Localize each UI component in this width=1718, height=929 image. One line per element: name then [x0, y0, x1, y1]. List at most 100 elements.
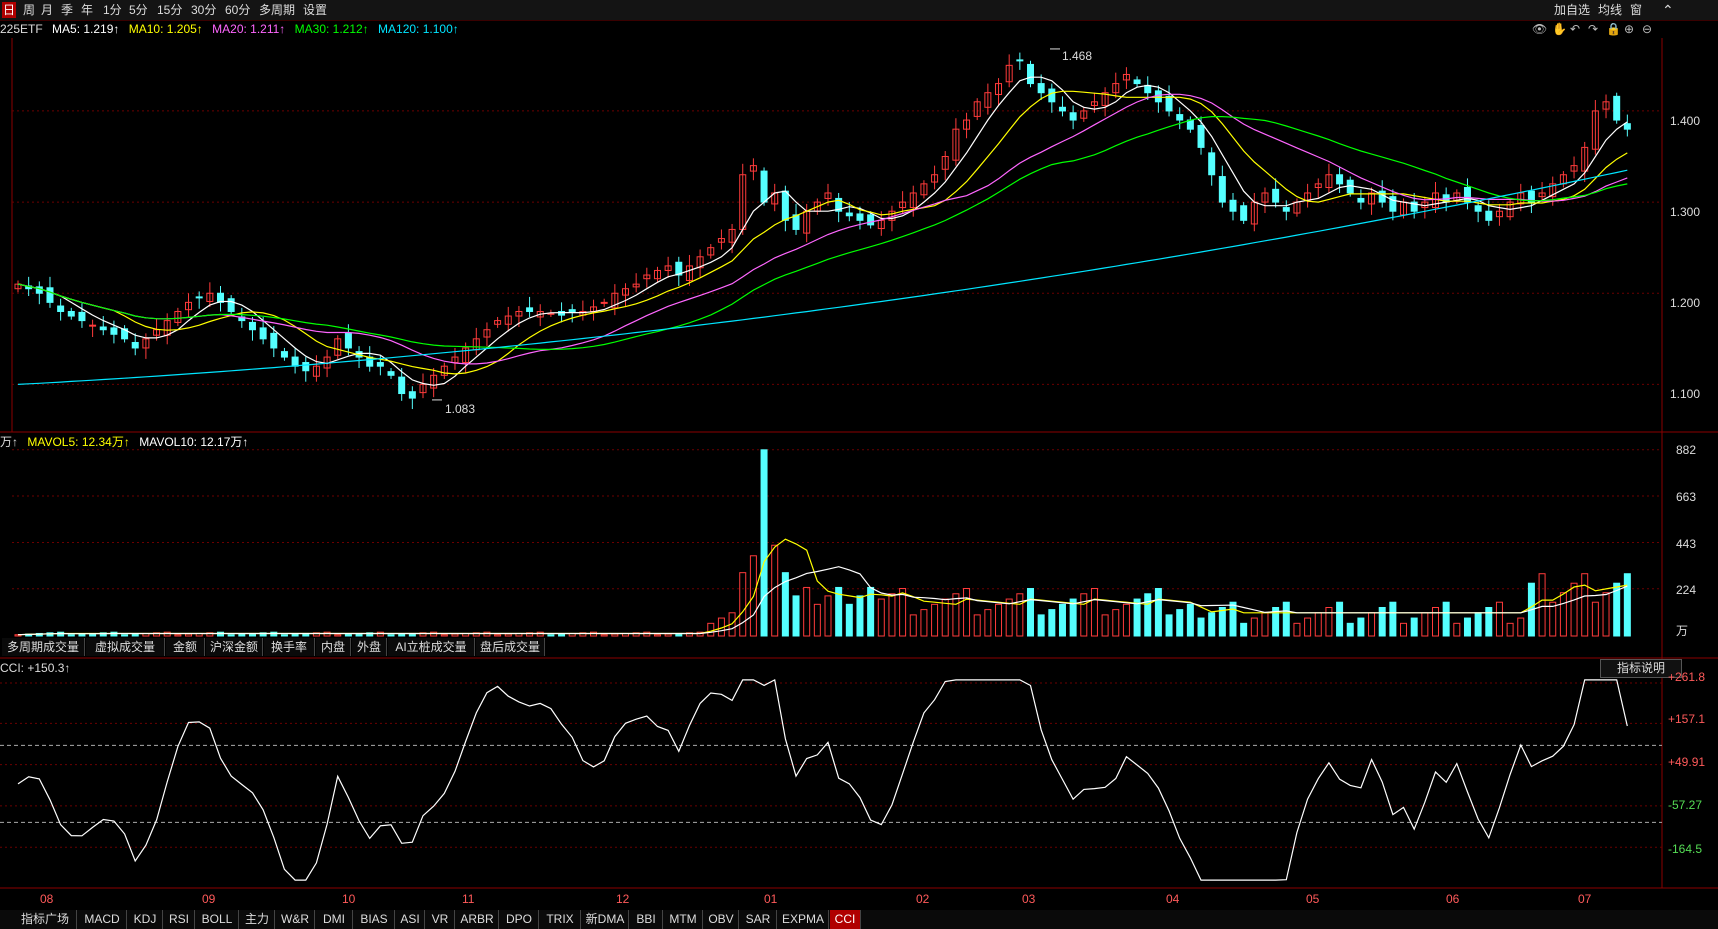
period-30min[interactable]: 30分	[191, 3, 217, 17]
candle-body	[291, 356, 299, 367]
candle-body	[1048, 88, 1056, 103]
volume-tick: 443	[1676, 537, 1697, 551]
period-15min[interactable]: 15分	[157, 3, 183, 17]
indicator-tab-0[interactable]: 指标广场	[14, 910, 77, 929]
ma30-value: MA30: 1.212↑	[294, 22, 369, 36]
month-label: 11	[462, 892, 475, 906]
candle-body	[600, 301, 608, 304]
volume-bar	[643, 631, 651, 637]
indicator-explain-button[interactable]: 指标说明	[1600, 659, 1682, 678]
volume-bar	[1016, 593, 1024, 637]
volume-bar	[185, 633, 193, 637]
indicator-tab-20[interactable]: CCI	[830, 910, 861, 929]
candle-body	[89, 324, 97, 327]
ma10-line	[17, 90, 1628, 375]
zoom-in-icon[interactable]: ⊕	[1624, 22, 1635, 36]
tab-turnover[interactable]: 换手率	[264, 638, 315, 656]
indicator-tab-16[interactable]: MTM	[664, 910, 703, 929]
indicator-tab-4[interactable]: BOLL	[196, 910, 239, 929]
indicator-tab-17[interactable]: OBV	[704, 910, 739, 929]
scroll-up-icon[interactable]: ⌃	[1662, 2, 1674, 18]
volume-bar	[1272, 607, 1280, 637]
volume-bar	[1378, 607, 1386, 637]
hand-icon[interactable]: ✋	[1552, 22, 1567, 36]
tab-after-hours-volume[interactable]: 盘后成交量	[476, 638, 545, 656]
volume-bar	[376, 631, 384, 637]
volume-bar	[845, 603, 853, 637]
zoom-out-icon[interactable]: ⊖	[1642, 22, 1653, 36]
tab-multi-period-volume[interactable]: 多周期成交量	[2, 638, 85, 656]
candle-body	[899, 201, 907, 209]
volume-bar	[1080, 593, 1088, 637]
ma5-value: MA5: 1.219↑	[52, 22, 120, 36]
indicator-tab-15[interactable]: BBI	[630, 910, 663, 929]
volume-bar	[270, 631, 278, 637]
volume-bar	[280, 634, 288, 637]
candle-body	[995, 83, 1003, 96]
indicator-tab-9[interactable]: ASI	[396, 910, 425, 929]
volume-bar	[1453, 622, 1461, 637]
candle-body	[408, 391, 416, 399]
settings-button[interactable]: 设置	[303, 3, 328, 17]
indicator-tab-11[interactable]: ARBR	[456, 910, 499, 929]
tab-amount[interactable]: 金额	[166, 638, 205, 656]
indicator-tab-5[interactable]: 主力	[240, 910, 275, 929]
candle-body	[259, 327, 267, 340]
indicator-tab-6[interactable]: W&R	[276, 910, 315, 929]
volume-bar	[1613, 582, 1621, 637]
period-60min[interactable]: 60分	[225, 3, 251, 17]
period-season[interactable]: 季	[61, 3, 74, 17]
volume-bar	[600, 634, 608, 637]
period-month[interactable]: 月	[41, 3, 54, 17]
volume-bar	[494, 634, 502, 637]
eye-icon[interactable]: 👁	[1532, 22, 1548, 36]
candle-body	[494, 320, 502, 325]
month-label: 05	[1306, 892, 1320, 906]
period-5min[interactable]: 5分	[129, 3, 148, 17]
month-label: 01	[764, 892, 778, 906]
candle-body	[1261, 192, 1269, 203]
tab-sh-sz-amount[interactable]: 沪深金额	[206, 638, 263, 656]
period-1min[interactable]: 1分	[103, 3, 122, 17]
volume-bar	[1517, 617, 1525, 637]
period-week[interactable]: 周	[23, 3, 36, 17]
candle-body	[1122, 73, 1130, 81]
indicator-tab-19[interactable]: EXPMA	[778, 910, 829, 929]
indicator-tab-13[interactable]: TRIX	[540, 910, 581, 929]
volume-bar	[1495, 601, 1503, 637]
indicator-tab-7[interactable]: DMI	[316, 910, 353, 929]
candle-body	[1282, 207, 1290, 212]
add-watchlist-button[interactable]: 加自选	[1554, 3, 1591, 17]
window-button[interactable]: 窗	[1630, 3, 1643, 17]
indicator-tab-2[interactable]: KDJ	[128, 910, 163, 929]
tab-outer[interactable]: 外盘	[352, 638, 387, 656]
candle-body	[845, 212, 853, 217]
indicator-tab-18[interactable]: SAR	[740, 910, 777, 929]
tab-virtual-volume[interactable]: 虚拟成交量	[86, 638, 165, 656]
candle-body	[1623, 123, 1631, 130]
indicator-tab-12[interactable]: DPO	[500, 910, 539, 929]
period-multi[interactable]: 多周期	[259, 3, 296, 17]
candle-body	[1058, 106, 1066, 112]
volume-bar	[1336, 601, 1344, 637]
cci-tick: -164.5	[1668, 842, 1703, 856]
indicator-tab-1[interactable]: MACD	[78, 910, 127, 929]
volume-bar	[1442, 601, 1450, 637]
period-day[interactable]: 日	[2, 2, 17, 18]
month-label: 08	[40, 892, 54, 906]
indicator-tab-10[interactable]: VR	[426, 910, 455, 929]
candle-body	[344, 332, 352, 349]
tab-inner[interactable]: 内盘	[316, 638, 351, 656]
indicator-tab-14[interactable]: 新DMA	[582, 910, 629, 929]
indicator-tab-8[interactable]: BIAS	[354, 910, 395, 929]
undo-icon[interactable]: ↶	[1570, 22, 1581, 36]
redo-icon[interactable]: ↷	[1588, 22, 1599, 36]
volume-tabs: 多周期成交量 虚拟成交量 金额 沪深金额 换手率 内盘 外盘 AI立桩成交量 盘…	[0, 638, 1718, 656]
indicator-tab-3[interactable]: RSI	[164, 910, 195, 929]
candle-body	[1101, 92, 1109, 106]
ma-toggle-button[interactable]: 均线	[1598, 3, 1623, 17]
period-year[interactable]: 年	[81, 3, 94, 17]
tab-ai-volume[interactable]: AI立桩成交量	[388, 638, 475, 656]
lock-icon[interactable]: 🔒	[1606, 22, 1621, 36]
